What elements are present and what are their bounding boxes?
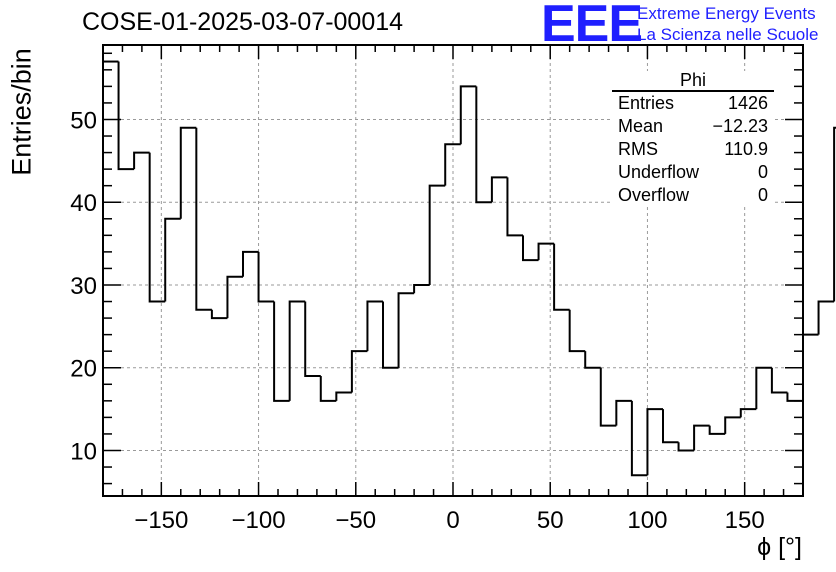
histogram-bin	[833, 126, 836, 302]
stats-label: Overflow	[618, 185, 690, 205]
stats-row-rms: RMS 110.9	[612, 138, 774, 161]
histogram-bin	[133, 151, 150, 170]
histogram-bin	[288, 300, 306, 401]
histogram-bin	[366, 300, 383, 352]
stats-box: Phi Entries 1426 Mean −12.23 RMS 110.9 U…	[612, 71, 774, 207]
histogram-bin	[599, 367, 617, 427]
histogram-bin	[179, 126, 197, 219]
histogram-bin	[786, 392, 803, 402]
histogram-bin	[304, 301, 321, 378]
y-tick-label: 30	[70, 273, 97, 300]
x-tick-label: 0	[446, 507, 459, 534]
stats-label: RMS	[618, 139, 658, 159]
histogram-bin	[117, 61, 135, 171]
histogram-bin	[413, 283, 430, 294]
histogram-bin	[350, 350, 368, 393]
stats-row-underflow: Underflow 0	[612, 161, 774, 184]
x-axis-label: ϕ [°]	[757, 533, 802, 561]
logo-text-line2: La Scienza nelle Scuole	[637, 25, 819, 44]
x-tick-label: −100	[232, 507, 286, 534]
y-tick-label: 10	[70, 438, 97, 465]
histogram-bin	[553, 243, 570, 311]
stats-label: Mean	[618, 116, 664, 136]
histogram-bin	[584, 351, 601, 369]
histogram-bin	[770, 367, 788, 394]
histogram-bin	[428, 184, 446, 285]
histogram-bin	[568, 309, 586, 353]
x-tick-label: 150	[725, 507, 765, 534]
histogram-bin	[210, 309, 228, 320]
stats-value: −12.23	[712, 116, 768, 136]
histogram-bin	[475, 86, 492, 204]
histogram-bin	[242, 250, 259, 277]
stats-title: Phi	[612, 71, 774, 92]
logo-text-line1: Extreme Energy Events	[637, 4, 816, 23]
histogram-bin	[802, 333, 819, 401]
histogram-bin	[490, 176, 508, 203]
histogram-bin	[257, 251, 275, 303]
x-tick-label: −50	[335, 507, 376, 534]
stats-label: Underflow	[618, 162, 700, 182]
stats-row-overflow: Overflow 0	[612, 184, 774, 207]
histogram-bin	[397, 292, 415, 368]
y-tick-label: 40	[70, 190, 97, 217]
histogram-bin	[755, 366, 772, 410]
histogram-bin	[335, 391, 352, 401]
histogram-bin	[817, 300, 835, 335]
histogram-bin	[739, 408, 757, 418]
x-tick-label: 50	[537, 507, 564, 534]
stats-label: Entries	[618, 93, 675, 113]
histogram-bin	[646, 408, 663, 476]
chart-title: COSE-01-2025-03-07-00014	[82, 8, 404, 36]
histogram-bin	[724, 416, 741, 434]
stats-value: 0	[757, 185, 768, 205]
histogram-bin	[677, 442, 695, 452]
histogram-bin	[693, 424, 710, 451]
x-tick-label: −150	[134, 507, 188, 534]
stats-value: 110.9	[724, 139, 768, 159]
histogram-bin	[319, 376, 337, 402]
histogram-bin	[708, 425, 726, 435]
stats-value: 1426	[727, 93, 768, 113]
histogram-bin	[522, 235, 539, 262]
histogram-bin	[537, 242, 555, 261]
stats-row-mean: Mean −12.23	[612, 115, 774, 138]
y-axis-label: Entries/bin	[6, 48, 37, 176]
stats-row-entries: Entries 1426	[612, 92, 774, 115]
y-tick-label: 50	[70, 107, 97, 134]
histogram-bin	[615, 399, 632, 426]
histogram-bin	[195, 127, 212, 311]
histogram-bin	[444, 143, 461, 186]
histogram-bin	[630, 400, 648, 477]
x-tick-label: 100	[627, 507, 667, 534]
histogram-bin	[226, 275, 243, 319]
histogram-bin	[459, 85, 477, 145]
histogram-bin	[506, 177, 523, 237]
histogram-bin	[164, 217, 181, 302]
histogram-bin	[662, 409, 679, 444]
y-tick-label: 20	[70, 356, 97, 383]
histogram-bin	[273, 301, 290, 402]
eee-logo: EEE	[541, 0, 643, 53]
histogram-bin	[382, 301, 399, 369]
histogram-bin	[148, 152, 166, 303]
stats-value: 0	[757, 162, 768, 182]
